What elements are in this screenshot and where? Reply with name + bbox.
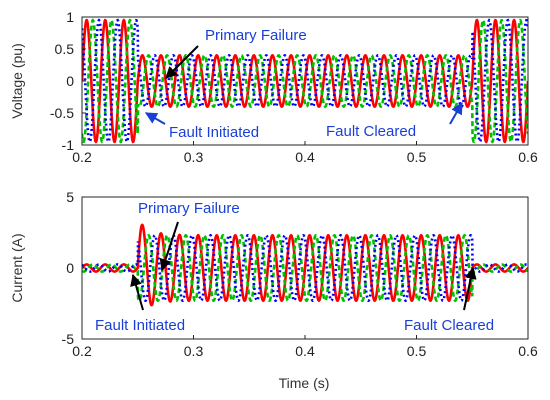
current-annotations: Primary Failure Fault Initiated Fault Cl… <box>95 200 494 334</box>
primary-failure-arrow <box>165 45 199 79</box>
current-fault-cleared-arrow <box>463 266 477 311</box>
current-primary-failure-arrow <box>159 221 179 272</box>
current-series-1 <box>82 233 528 303</box>
voltage-ytick-label: 0 <box>66 73 74 89</box>
fault-cleared-label: Fault Cleared <box>326 123 416 140</box>
voltage-xtick-label: 0.6 <box>518 149 538 165</box>
voltage-series-0 <box>82 18 528 144</box>
current-xtick-label: 0.5 <box>407 343 427 359</box>
voltage-ylabel: Voltage (pu) <box>9 43 25 119</box>
current-primary-failure-label: Primary Failure <box>138 200 240 217</box>
voltage-ticks: 0.2 0.3 0.4 0.5 0.6 1 0.5 0 -0.5 -1 <box>50 9 538 165</box>
voltage-ytick-label: -0.5 <box>50 105 74 121</box>
voltage-ytick-label: 1 <box>66 9 74 25</box>
current-plot: 0.2 0.3 0.4 0.5 0.6 5 0 -5 Current (A) Time (s)… <box>9 189 538 391</box>
current-xtick-label: 0.4 <box>295 343 315 359</box>
fault-initiated-arrow <box>144 112 166 125</box>
current-xtick-label: 0.6 <box>518 343 538 359</box>
current-series-2 <box>82 233 528 303</box>
current-ytick-label: 0 <box>66 260 74 276</box>
voltage-xtick-label: 0.5 <box>407 149 427 165</box>
voltage-ytick-label: -1 <box>62 137 75 153</box>
current-fault-initiated-label: Fault Initiated <box>95 317 185 334</box>
current-ytick-label: -5 <box>62 331 75 347</box>
current-xtick-label: 0.2 <box>72 343 92 359</box>
current-ticks: 0.2 0.3 0.4 0.5 0.6 5 0 -5 <box>62 189 538 359</box>
voltage-ytick-label: 0.5 <box>55 41 75 57</box>
voltage-xtick-label: 0.3 <box>184 149 204 165</box>
voltage-annotations: Primary Failure Fault Initiated Fault Cl… <box>144 27 463 141</box>
fault-initiated-label: Fault Initiated <box>169 124 259 141</box>
voltage-xtick-label: 0.2 <box>72 149 92 165</box>
current-ytick-label: 5 <box>66 189 74 205</box>
fault-cleared-arrow <box>449 101 463 125</box>
voltage-plot: 0.2 0.3 0.4 0.5 0.610.50-0.5-1 Voltage (pu) … <box>9 9 538 165</box>
voltage-xtick-label: 0.4 <box>295 149 315 165</box>
voltage-series-2 <box>82 18 528 144</box>
current-fault-cleared-label: Fault Cleared <box>404 317 494 334</box>
current-xtick-label: 0.3 <box>184 343 204 359</box>
primary-failure-label: Primary Failure <box>205 27 307 44</box>
current-ylabel: Current (A) <box>9 233 25 302</box>
current-fault-initiated-arrow <box>130 273 144 311</box>
time-xlabel: Time (s) <box>279 375 330 391</box>
current-series-0 <box>82 223 528 307</box>
current-series-group <box>82 223 528 307</box>
